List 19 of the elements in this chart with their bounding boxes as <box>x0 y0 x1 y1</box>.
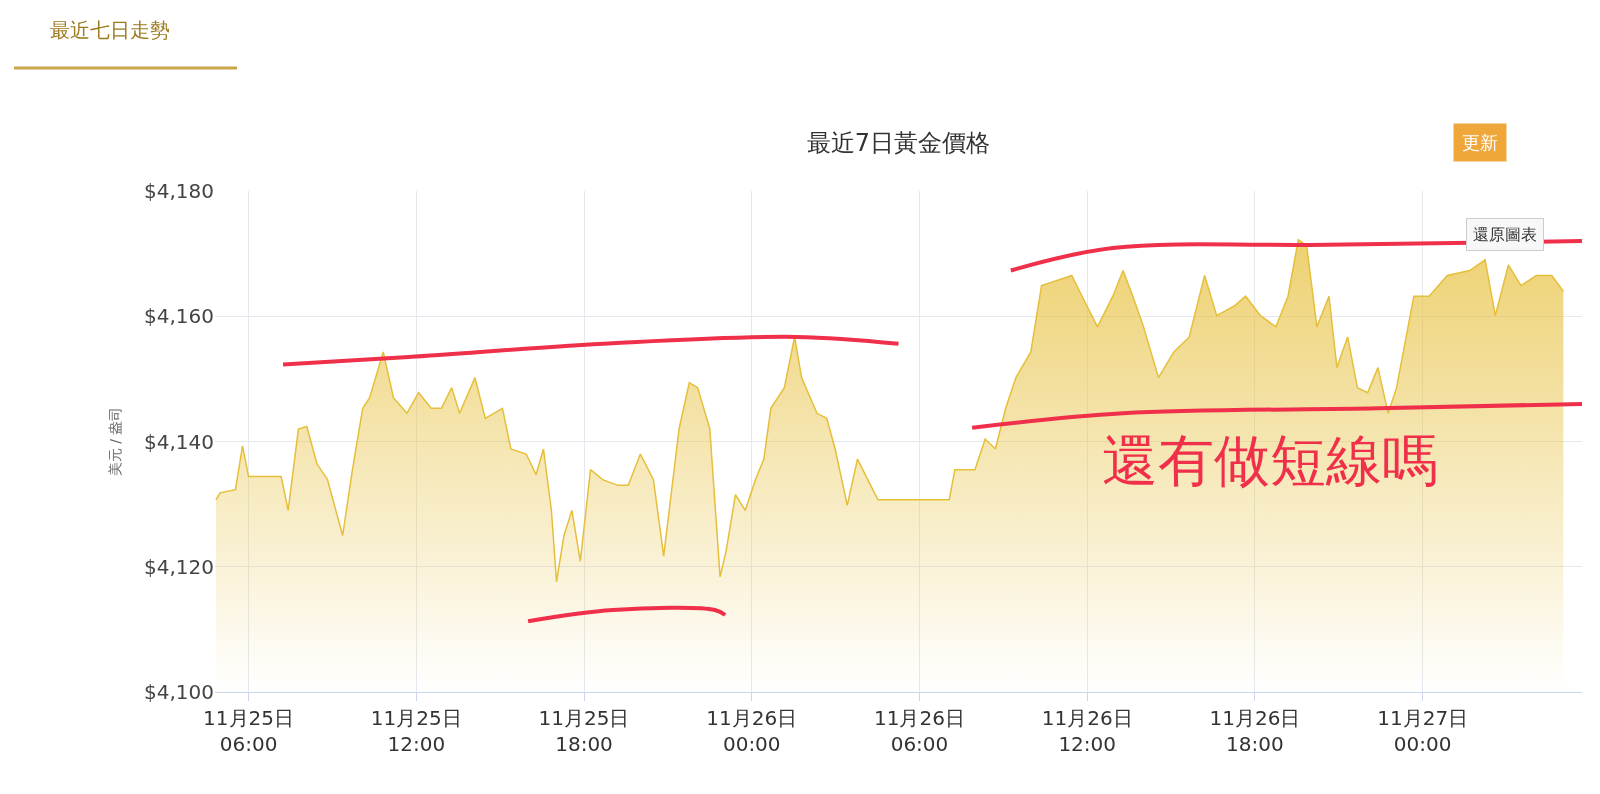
x-tick-label: 11月27日 00:00 <box>1377 706 1469 756</box>
x-tick-label: 11月26日 06:00 <box>874 706 965 756</box>
y-tick-label: $4,100 <box>144 680 214 704</box>
y-axis-title: 美元 / 盎司 <box>106 406 123 477</box>
text: 更新 <box>1462 132 1498 153</box>
x-tick-label: 11月26日 00:00 <box>706 706 798 756</box>
y-tick-label: $4,140 <box>144 429 214 454</box>
y-tick-label: $4,160 <box>144 304 214 329</box>
x-tick-label: 11月25日 12:00 <box>370 706 462 756</box>
y-tick-label: $4,180 <box>144 179 214 203</box>
x-tick-label: 11月25日 06:00 <box>203 706 294 756</box>
x-tick-label: 11月26日 12:00 <box>1041 706 1133 756</box>
annotation: 還有做短線嗎 <box>1102 428 1438 493</box>
annotation: 還原圖表 <box>1473 225 1537 244</box>
x-tick-label: 11月25日 18:00 <box>538 706 630 756</box>
y-tick-label: $4,120 <box>144 554 214 579</box>
chart-title: 最近7日黃金價格 <box>806 129 991 158</box>
x-tick-label: 11月26日 18:00 <box>1209 706 1301 756</box>
text: 最近七日走勢 <box>50 18 170 42</box>
